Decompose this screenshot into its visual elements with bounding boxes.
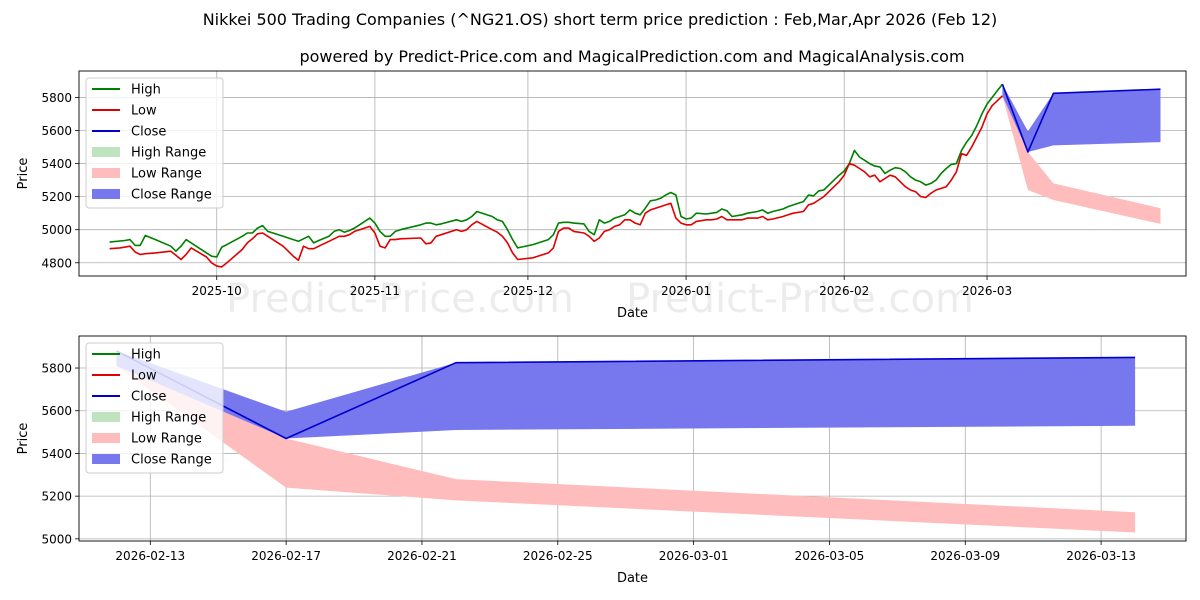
- y-axis-label: Price: [16, 158, 31, 190]
- legend-label: Close Range: [131, 453, 212, 468]
- legend-box: [85, 342, 224, 474]
- legend-swatch: [92, 147, 120, 157]
- legend-label: Low: [131, 369, 157, 384]
- chart-legend: High Low Close High Range Low Range Close Ran…: [85, 77, 224, 209]
- y-tick-label: 4800: [41, 256, 72, 270]
- x-tick-label: 2026-02: [819, 284, 869, 298]
- x-tick-label: 2026-03: [962, 284, 1012, 298]
- legend-label: Low Range: [131, 167, 202, 182]
- legend-swatch: [92, 189, 120, 199]
- y-tick-label: 5200: [41, 490, 72, 504]
- legend-swatch: [92, 412, 120, 422]
- y-tick-label: 5600: [41, 404, 72, 418]
- legend-label: High: [131, 83, 161, 98]
- legend-label: High: [131, 348, 161, 363]
- y-tick-label: 5400: [41, 447, 72, 461]
- legend-label: High Range: [131, 411, 206, 426]
- x-tick-label: 2025-10: [192, 284, 242, 298]
- low-range-band: [116, 365, 1136, 533]
- legend-box: [85, 77, 224, 209]
- y-tick-label: 5200: [41, 190, 72, 204]
- x-tick-label: 2026-03-01: [659, 549, 729, 563]
- watermark: Predict-Price.com: [226, 276, 574, 322]
- low-series-line: [109, 95, 1003, 268]
- close-series-line: [1001, 83, 1161, 153]
- y-tick-label: 5000: [41, 223, 72, 237]
- legend-swatch: [92, 168, 120, 178]
- y-tick-label: 5600: [41, 124, 72, 138]
- chart-legend: High Low Close High Range Low Range Close Ran…: [85, 342, 224, 474]
- x-tick-label: 2026-02-21: [387, 549, 457, 563]
- price-history-panel: 2025-10 2025-11 2025-12 2026-01 2026-02 2026-…: [16, 70, 1187, 321]
- legend-swatch: [92, 433, 120, 443]
- prediction-detail-panel: 2026-02-13 2026-02-17 2026-02-21 2026-02-25…: [16, 335, 1187, 586]
- legend-label: Low Range: [131, 432, 202, 447]
- x-tick-label: 2026-02-17: [251, 549, 321, 563]
- high-series-line: [109, 83, 1004, 258]
- x-tick-label: 2026-02-13: [115, 549, 185, 563]
- y-tick-label: 5800: [41, 91, 72, 105]
- x-tick-label: 2026-02-25: [523, 549, 593, 563]
- x-axis-label: Date: [617, 306, 648, 321]
- watermark: Predict-Price.com: [626, 276, 974, 322]
- legend-label: Low: [131, 104, 157, 119]
- y-axis-label: Price: [16, 423, 31, 455]
- axes-frame: [78, 70, 1187, 277]
- legend-label: Close: [131, 125, 166, 140]
- chart-subtitle: powered by Predict-Price.com and Magical…: [299, 47, 964, 66]
- x-axis-label: Date: [617, 571, 648, 586]
- y-tick-label: 5000: [41, 532, 72, 546]
- y-tick-label: 5400: [41, 157, 72, 171]
- x-tick-label: 2026-03-13: [1066, 549, 1136, 563]
- chart-title: Nikkei 500 Trading Companies (^NG21.OS) …: [203, 10, 998, 29]
- x-tick-label: 2026-01: [661, 284, 711, 298]
- x-tick-label: 2026-03-05: [795, 549, 865, 563]
- legend-swatch: [92, 454, 120, 464]
- plot-area: [79, 71, 1186, 276]
- close-range-band: [116, 350, 1136, 439]
- low-range-band: [1002, 95, 1161, 224]
- close-range-band: [1002, 84, 1161, 152]
- x-tick-label: 2025-12: [503, 284, 553, 298]
- legend-label: Close: [131, 390, 166, 405]
- y-tick-label: 5800: [41, 362, 72, 376]
- legend-label: High Range: [131, 146, 206, 161]
- x-tick-label: 2026-03-09: [930, 549, 1000, 563]
- x-tick-label: 2025-11: [350, 284, 400, 298]
- axes-frame: [78, 335, 1187, 542]
- legend-label: Close Range: [131, 188, 212, 203]
